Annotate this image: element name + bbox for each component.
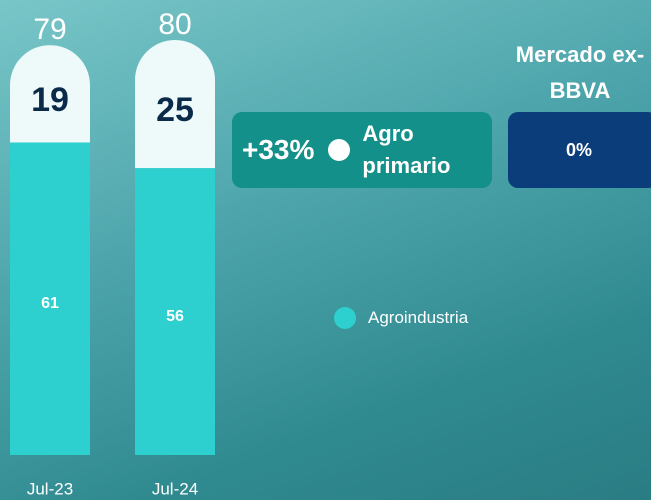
market-value: 0%: [565, 139, 592, 160]
bar-group: [135, 40, 215, 455]
bar-group: [10, 45, 90, 455]
total-label: 80: [158, 8, 191, 41]
growth-badge: +33% Agro primario: [232, 112, 492, 188]
bar-segment: [135, 40, 215, 169]
legend-marker: [328, 139, 351, 161]
legend-label: Agro primario: [362, 121, 451, 178]
total-label: 79: [33, 13, 66, 46]
bar-segment: [10, 142, 90, 455]
value-label: 56: [166, 308, 184, 325]
value-label: 61: [41, 295, 59, 312]
market-badge: 0%: [508, 112, 651, 188]
value-label: 25: [156, 91, 194, 129]
bar-segment: [10, 45, 90, 143]
x-tick-label: Jul-23: [27, 479, 73, 498]
bar-segment: [135, 168, 215, 455]
x-tick-label: Jul-24: [152, 479, 198, 498]
legend-marker: [334, 307, 356, 329]
legend-item: Agroindustria: [334, 306, 468, 330]
value-label: 19: [31, 81, 69, 119]
market-title: Mercado ex-BBVA: [515, 42, 645, 103]
legend-label: Agroindustria: [368, 308, 469, 327]
growth-value: +33%: [242, 134, 315, 165]
